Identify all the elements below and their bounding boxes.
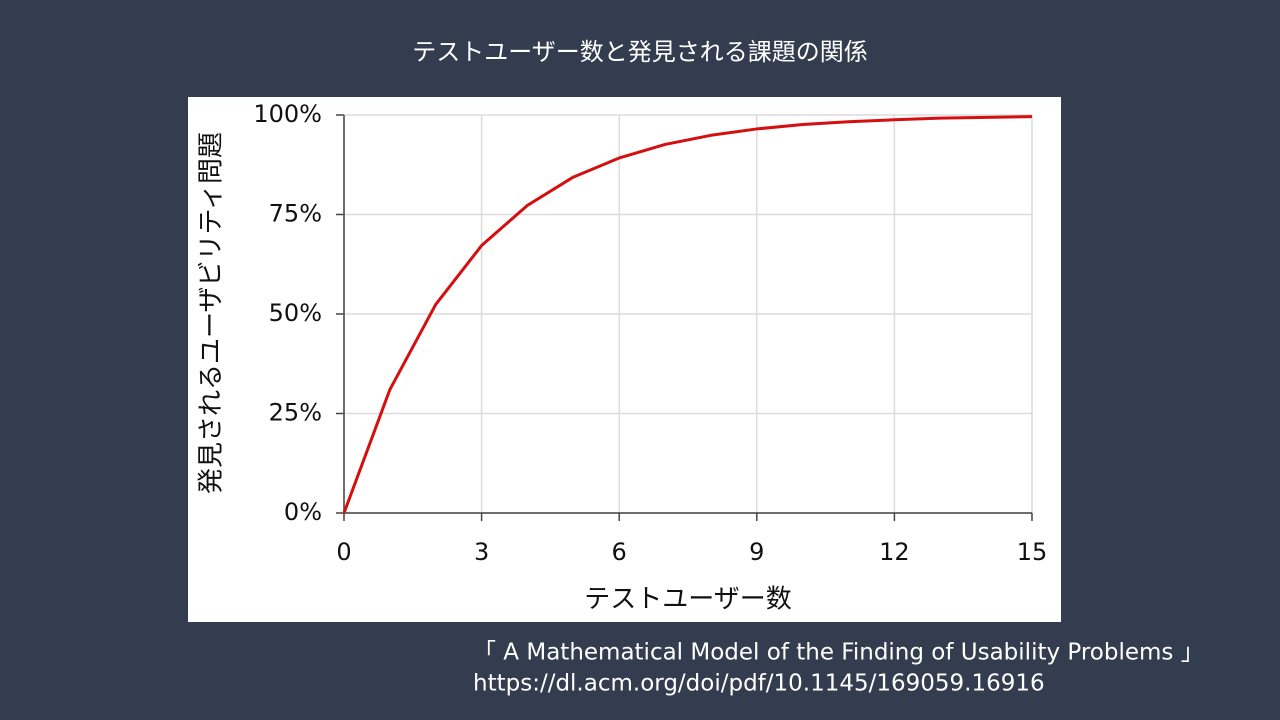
chart-panel xyxy=(188,97,1061,622)
y-tick-label: 75% xyxy=(269,200,322,228)
source-url: https://dl.acm.org/doi/pdf/10.1145/16905… xyxy=(473,671,1045,697)
data-line xyxy=(342,115,1033,514)
y-tick-label: 0% xyxy=(284,498,322,526)
slide-title: テストユーザー数と発見される課題の関係 xyxy=(412,38,868,66)
y-tick-label: 25% xyxy=(269,399,322,427)
x-tick-label: 9 xyxy=(749,538,764,566)
x-tick-label: 6 xyxy=(612,538,627,566)
y-tick-label: 100% xyxy=(253,100,322,128)
x-tick-label: 3 xyxy=(474,538,489,566)
x-axis-label: テストユーザー数 xyxy=(584,585,791,615)
x-tick-label: 15 xyxy=(1017,538,1048,566)
x-tick-label: 0 xyxy=(336,538,351,566)
x-tick-label: 12 xyxy=(879,538,910,566)
y-tick-label: 50% xyxy=(269,299,322,327)
source-title: 「 A Mathematical Model of the Finding of… xyxy=(473,640,1204,666)
y-axis-label: 発見されるユーザビリティ問題 xyxy=(197,132,227,494)
